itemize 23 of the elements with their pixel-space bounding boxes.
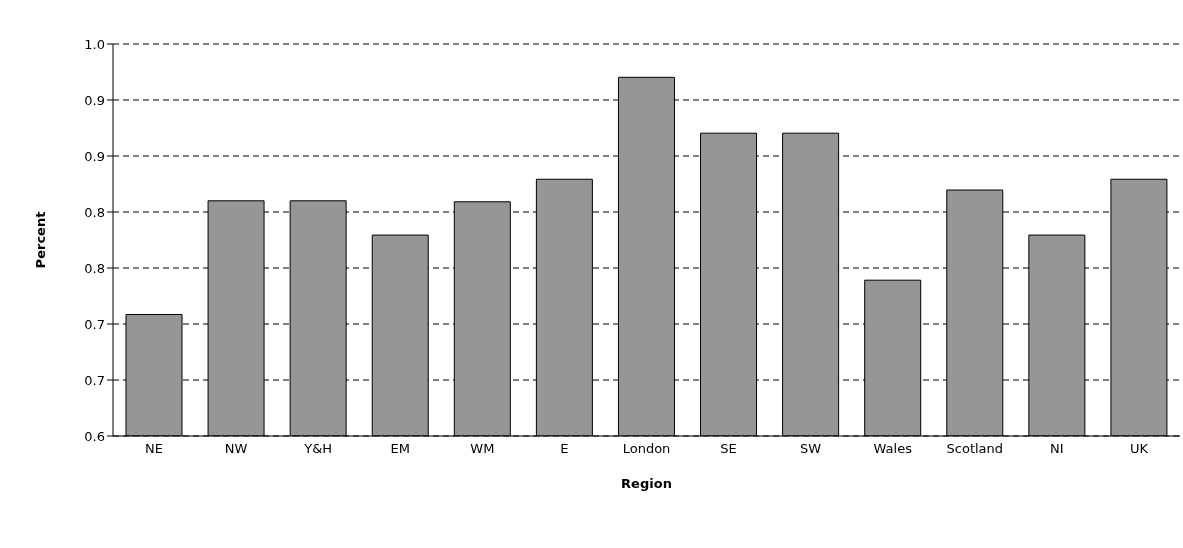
x-axis-title: Region (621, 476, 672, 491)
x-tick-label: SW (800, 441, 822, 457)
x-tick-label: WM (470, 441, 495, 457)
x-tick-label: Scotland (946, 441, 1004, 457)
x-tick-label: Y&H (303, 441, 333, 457)
y-tick-label: 0.8 (84, 204, 105, 220)
y-tick-label: 1.0 (84, 36, 105, 52)
x-tick-label: SE (720, 441, 737, 457)
y-tick-label: 0.9 (84, 92, 105, 108)
y-tick-label: 0.6 (84, 428, 105, 444)
x-tick-label: EM (390, 441, 410, 457)
x-tick-label: NE (145, 441, 164, 457)
x-tick-label: E (560, 441, 569, 457)
y-axis-title: Percent (32, 211, 48, 269)
x-tick-label: NW (224, 441, 248, 457)
x-tick-label: UK (1129, 441, 1149, 457)
x-tick-label: Wales (873, 441, 913, 457)
x-tick-label: London (622, 441, 671, 457)
y-tick-label: 0.8 (84, 260, 105, 276)
x-tick-label: NI (1050, 441, 1064, 457)
y-tick-label: 0.7 (84, 372, 105, 388)
y-tick-label: 0.9 (84, 148, 105, 164)
y-tick-label: 0.7 (84, 316, 105, 332)
